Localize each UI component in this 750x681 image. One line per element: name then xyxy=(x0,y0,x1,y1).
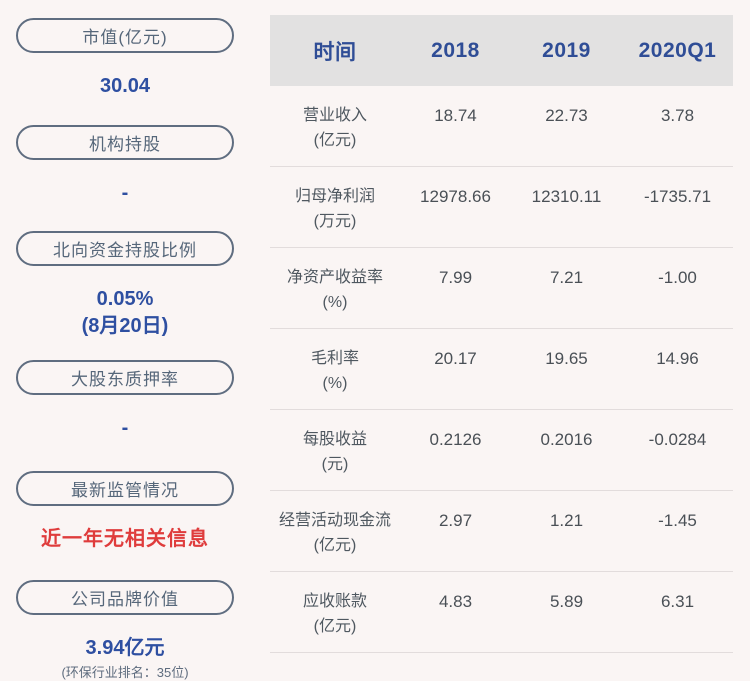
cell-net-profit-2019: 12310.11 xyxy=(531,187,602,206)
pill-pledge-ratio: 大股东质押率 xyxy=(16,360,234,395)
cell-accounts-receivable-2018: 4.83 xyxy=(438,592,473,611)
value-latest-regulation: 近一年无相关信息 xyxy=(41,528,209,550)
row-label-roe: 净资产收益率 (%) xyxy=(270,265,400,315)
pill-label-brand-value: 公司品牌价值 xyxy=(71,590,179,609)
cell-eps-2019: 0.2016 xyxy=(540,430,593,449)
cell-operating-cash-flow-2019: 1.21 xyxy=(549,511,584,530)
table-row-operating-cash-flow: 经营活动现金流 (亿元) 2.97 1.21 -1.45 xyxy=(270,491,733,572)
cell-gross-margin-2020q1: 14.96 xyxy=(656,349,699,368)
table-row-accounts-receivable: 应收账款 (亿元) 4.83 5.89 6.31 xyxy=(270,572,733,653)
row-unit-net-profit: (万元) xyxy=(313,213,357,230)
header-cell-2018: 2018 xyxy=(431,38,480,62)
pill-label-institutional-holding: 机构持股 xyxy=(89,135,161,154)
row-name-revenue: 营业收入 xyxy=(302,107,367,124)
pill-label-pledge-ratio: 大股东质押率 xyxy=(71,370,179,389)
row-label-operating-cash-flow: 经营活动现金流 (亿元) xyxy=(270,508,400,558)
cell-operating-cash-flow-2018: 2.97 xyxy=(438,511,473,530)
table-body: 营业收入 (亿元) 18.74 22.73 3.78 归母净利润 (万元) 12978.66 1… xyxy=(270,86,733,653)
table-row-revenue: 营业收入 (亿元) 18.74 22.73 3.78 xyxy=(270,86,733,167)
pill-northbound-ratio: 北向资金持股比例 xyxy=(16,231,234,266)
sidebar-item-brand-value: 公司品牌价值 3.94亿元 (环保行业排名：35位) xyxy=(16,580,234,681)
cell-gross-margin-2019: 19.65 xyxy=(545,349,588,368)
row-name-net-profit: 归母净利润 xyxy=(294,188,375,205)
sidebar-item-market-cap: 市值(亿元) 30.04 xyxy=(16,18,234,98)
cell-accounts-receivable-2020q1: 6.31 xyxy=(660,592,695,611)
row-label-accounts-receivable: 应收账款 (亿元) xyxy=(270,589,400,639)
cell-eps-2020q1: -0.0284 xyxy=(648,430,707,449)
financial-table: 时间 2018 2019 2020Q1 营业收入 (亿元) 18.74 22.73 3.78 归… xyxy=(270,15,733,681)
header-cell-2019: 2019 xyxy=(542,38,591,62)
table-row-roe: 净资产收益率 (%) 7.99 7.21 -1.00 xyxy=(270,248,733,329)
value-date-northbound-ratio: (8月20日) xyxy=(81,315,169,337)
value-northbound-ratio: 0.05% xyxy=(96,288,154,310)
cell-accounts-receivable-2019: 5.89 xyxy=(549,592,584,611)
cell-eps-2018: 0.2126 xyxy=(429,430,482,449)
row-unit-revenue: (亿元) xyxy=(313,132,357,149)
cell-net-profit-2018: 12978.66 xyxy=(420,187,491,206)
row-name-accounts-receivable: 应收账款 xyxy=(302,593,367,610)
cell-gross-margin-2018: 20.17 xyxy=(434,349,477,368)
pill-latest-regulation: 最新监管情况 xyxy=(16,471,234,506)
row-label-revenue: 营业收入 (亿元) xyxy=(270,103,400,153)
row-label-gross-margin: 毛利率 (%) xyxy=(270,346,400,396)
row-unit-operating-cash-flow: (亿元) xyxy=(313,537,357,554)
sidebar-item-northbound-ratio: 北向资金持股比例 0.05% (8月20日) xyxy=(16,231,234,342)
pill-institutional-holding: 机构持股 xyxy=(16,125,234,160)
value-brand-value: 3.94亿元 xyxy=(85,637,165,659)
pill-brand-value: 公司品牌价值 xyxy=(16,580,234,615)
row-unit-eps: (元) xyxy=(321,456,349,473)
pill-label-latest-regulation: 最新监管情况 xyxy=(71,481,179,500)
row-name-operating-cash-flow: 经营活动现金流 xyxy=(278,512,391,529)
row-name-eps: 每股收益 xyxy=(302,431,367,448)
value-institutional-holding: - xyxy=(121,182,129,204)
pill-label-northbound-ratio: 北向资金持股比例 xyxy=(53,241,197,260)
pill-label-market-cap: 市值(亿元) xyxy=(82,28,168,47)
cell-revenue-2019: 22.73 xyxy=(545,106,588,125)
row-unit-roe: (%) xyxy=(322,294,348,311)
sidebar-item-institutional-holding: 机构持股 - xyxy=(16,125,234,205)
row-unit-accounts-receivable: (亿元) xyxy=(313,618,357,635)
row-name-roe: 净资产收益率 xyxy=(286,269,383,286)
value-market-cap: 30.04 xyxy=(99,75,151,97)
row-label-net-profit: 归母净利润 (万元) xyxy=(270,184,400,234)
table-row-eps: 每股收益 (元) 0.2126 0.2016 -0.0284 xyxy=(270,410,733,491)
table-header: 时间 2018 2019 2020Q1 xyxy=(270,15,733,86)
table-row-gross-margin: 毛利率 (%) 20.17 19.65 14.96 xyxy=(270,329,733,410)
sidebar: 市值(亿元) 30.04 机构持股 - 北向资金持股比例 0.05% (8月20日) 大股东质… xyxy=(16,0,234,681)
row-name-gross-margin: 毛利率 xyxy=(310,350,359,367)
cell-revenue-2018: 18.74 xyxy=(434,106,477,125)
cell-roe-2020q1: -1.00 xyxy=(658,268,697,287)
cell-roe-2019: 7.21 xyxy=(549,268,584,287)
row-unit-gross-margin: (%) xyxy=(322,375,348,392)
value-subtext-brand-value: (环保行业排名：35位) xyxy=(61,665,189,680)
table-row-net-profit: 归母净利润 (万元) 12978.66 12310.11 -1735.71 xyxy=(270,167,733,248)
cell-operating-cash-flow-2020q1: -1.45 xyxy=(658,511,697,530)
header-cell-2020q1: 2020Q1 xyxy=(638,38,717,62)
row-label-eps: 每股收益 (元) xyxy=(270,427,400,477)
value-pledge-ratio: - xyxy=(121,417,129,439)
sidebar-item-pledge-ratio: 大股东质押率 - xyxy=(16,360,234,440)
cell-net-profit-2020q1: -1735.71 xyxy=(643,187,712,206)
cell-roe-2018: 7.99 xyxy=(438,268,473,287)
pill-market-cap: 市值(亿元) xyxy=(16,18,234,53)
header-cell-time: 时间 xyxy=(313,40,357,64)
cell-revenue-2020q1: 3.78 xyxy=(660,106,695,125)
sidebar-item-latest-regulation: 最新监管情况近一年无相关信息 xyxy=(16,471,234,551)
